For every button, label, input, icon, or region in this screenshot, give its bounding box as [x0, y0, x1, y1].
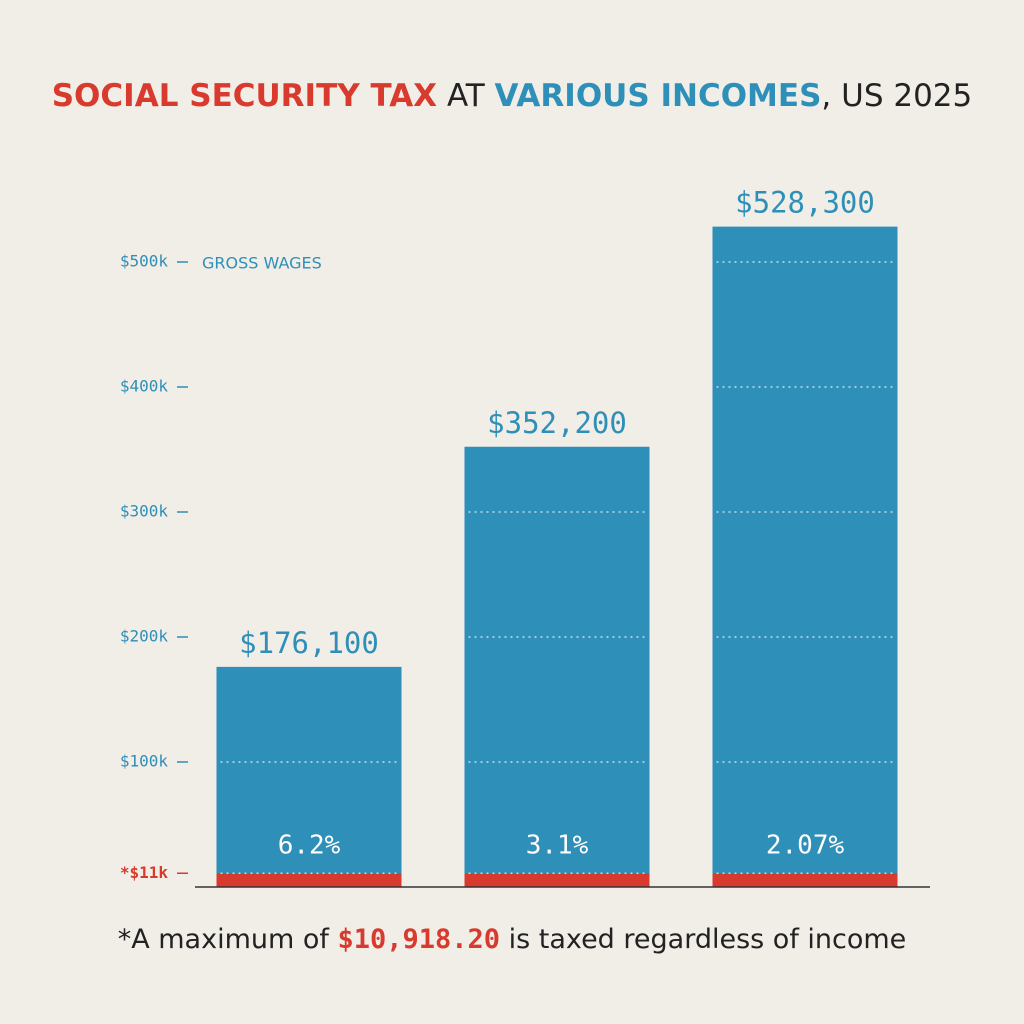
footnote-prefix: *A maximum of	[118, 924, 331, 955]
y-tick-label: $400k	[120, 377, 169, 396]
tax-bar	[216, 873, 402, 887]
value-label: $352,200	[487, 406, 627, 440]
rate-label: 6.2%	[278, 831, 341, 861]
value-label: $176,100	[239, 626, 379, 660]
y-tick-label: *$11k	[120, 863, 169, 882]
tax-bar	[464, 873, 650, 887]
y-tick-label: $100k	[120, 752, 169, 771]
bar	[464, 446, 650, 887]
value-label: $528,300	[735, 186, 875, 220]
bar	[216, 666, 402, 887]
footnote-amount: $10,918.20	[337, 924, 500, 955]
footnote: *A maximum of $10,918.20 is taxed regard…	[118, 924, 907, 955]
rate-label: 2.07%	[766, 831, 845, 861]
y-axis-label: GROSS WAGES	[202, 254, 322, 273]
footnote-suffix: is taxed regardless of income	[509, 924, 907, 955]
y-tick-label: $500k	[120, 252, 169, 271]
chart-title: SOCIAL SECURITY TAX AT VARIOUS INCOMES, …	[52, 78, 973, 114]
tax-bar	[712, 873, 898, 887]
title-part: , US 2025	[821, 78, 972, 114]
bar	[712, 226, 898, 887]
title-part: AT	[437, 78, 494, 114]
y-tick-label: $200k	[120, 627, 169, 646]
title-part: SOCIAL SECURITY TAX	[52, 78, 437, 114]
title-part: VARIOUS INCOMES	[495, 78, 822, 114]
y-tick-label: $300k	[120, 502, 169, 521]
rate-label: 3.1%	[526, 831, 589, 861]
